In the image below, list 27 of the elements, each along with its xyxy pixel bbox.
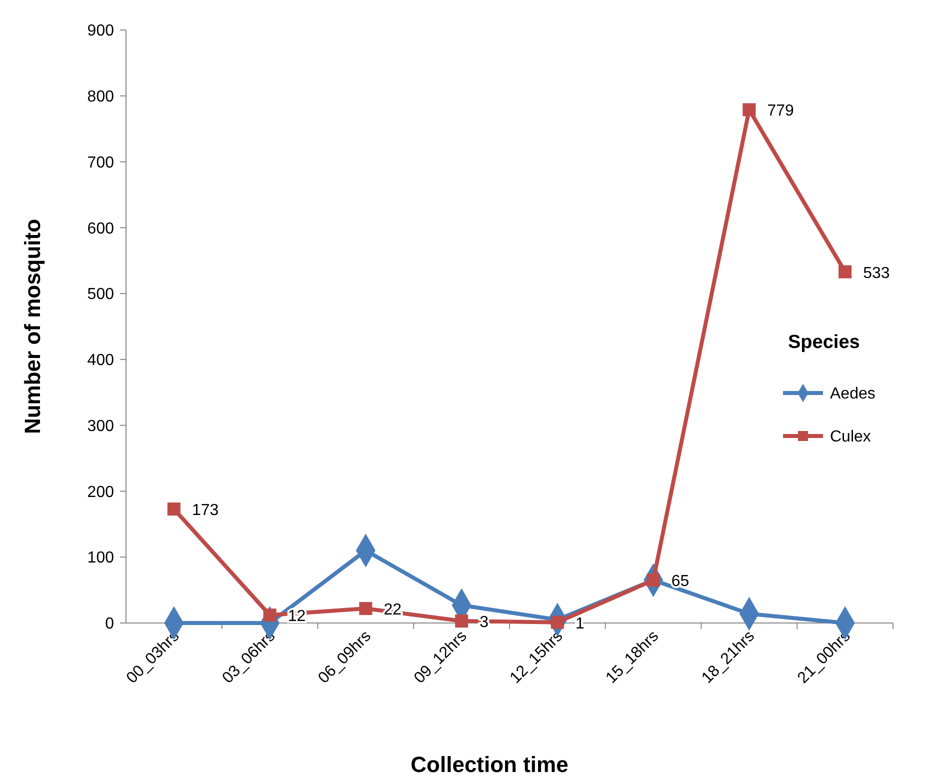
point [359, 602, 372, 616]
y-tick-label: 600 [87, 220, 114, 238]
y-tick-label: 300 [87, 418, 114, 435]
point [455, 614, 468, 628]
y-tick-label: 500 [87, 286, 114, 304]
data-label: 1 [575, 615, 584, 632]
y-tick-label: 100 [87, 550, 114, 567]
point [263, 608, 276, 622]
point [167, 502, 180, 516]
y-tick-label: 400 [87, 352, 114, 370]
y-tick-label: 900 [87, 22, 114, 40]
y-axis-title: Number of mosquito [20, 218, 45, 434]
point [742, 103, 756, 116]
x-axis-title: Collection time [410, 752, 568, 776]
data-label: 65 [671, 573, 690, 590]
data-label: 533 [863, 264, 890, 282]
legend-title: Species [788, 332, 860, 353]
y-tick-label: 200 [87, 484, 114, 501]
data-label: 779 [767, 102, 794, 120]
legend-label: Aedes [830, 386, 876, 403]
data-label: 173 [192, 502, 219, 520]
point [838, 265, 852, 278]
y-tick-label: 700 [87, 154, 114, 172]
y-tick-label: 800 [87, 88, 114, 106]
legend-label: Culex [830, 428, 871, 446]
data-label: 22 [384, 602, 402, 619]
y-tick-label: 0 [105, 616, 114, 633]
